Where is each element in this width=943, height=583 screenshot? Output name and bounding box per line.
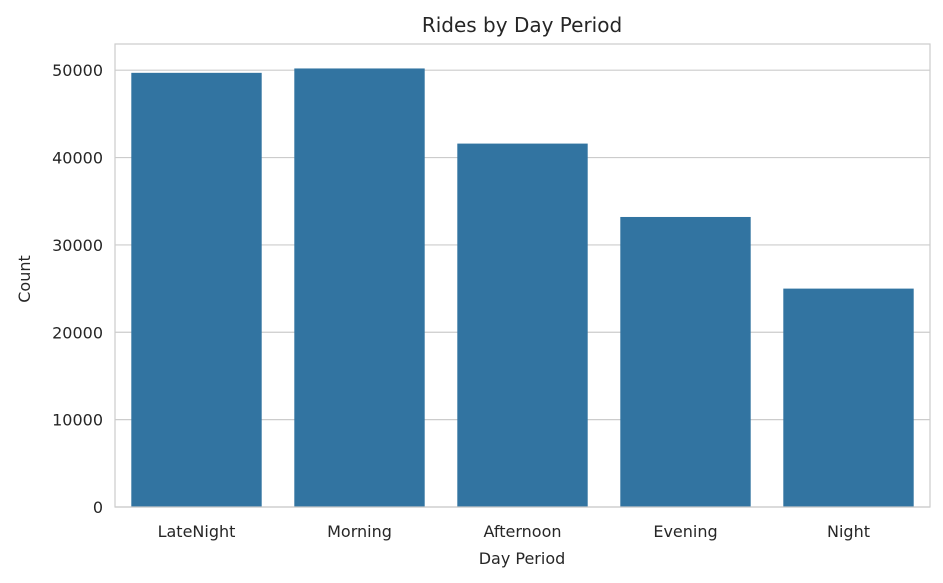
x-tick-label: LateNight bbox=[158, 522, 236, 541]
bars bbox=[131, 68, 914, 507]
y-tick-label: 0 bbox=[93, 498, 103, 517]
x-tick-label: Night bbox=[827, 522, 870, 541]
y-tick-label: 30000 bbox=[52, 236, 103, 255]
y-tick-label: 20000 bbox=[52, 323, 103, 342]
bar-night bbox=[783, 288, 914, 507]
chart-title: Rides by Day Period bbox=[422, 13, 622, 37]
y-tick-label: 10000 bbox=[52, 411, 103, 430]
y-axis-label: Count bbox=[15, 255, 34, 303]
y-tick-labels: 0 10000 20000 30000 40000 50000 bbox=[52, 61, 103, 517]
bar-afternoon bbox=[457, 143, 588, 507]
x-tick-labels: LateNight Morning Afternoon Evening Night bbox=[158, 522, 870, 541]
y-tick-label: 40000 bbox=[52, 149, 103, 168]
y-tick-label: 50000 bbox=[52, 61, 103, 80]
bar-morning bbox=[294, 68, 425, 507]
x-tick-label: Morning bbox=[327, 522, 392, 541]
bar-latenight bbox=[131, 72, 262, 507]
bar-evening bbox=[620, 216, 751, 507]
axes-frame bbox=[114, 43, 931, 508]
x-tick-label: Evening bbox=[653, 522, 717, 541]
x-axis-label: Day Period bbox=[479, 549, 566, 568]
x-tick-label: Afternoon bbox=[484, 522, 562, 541]
